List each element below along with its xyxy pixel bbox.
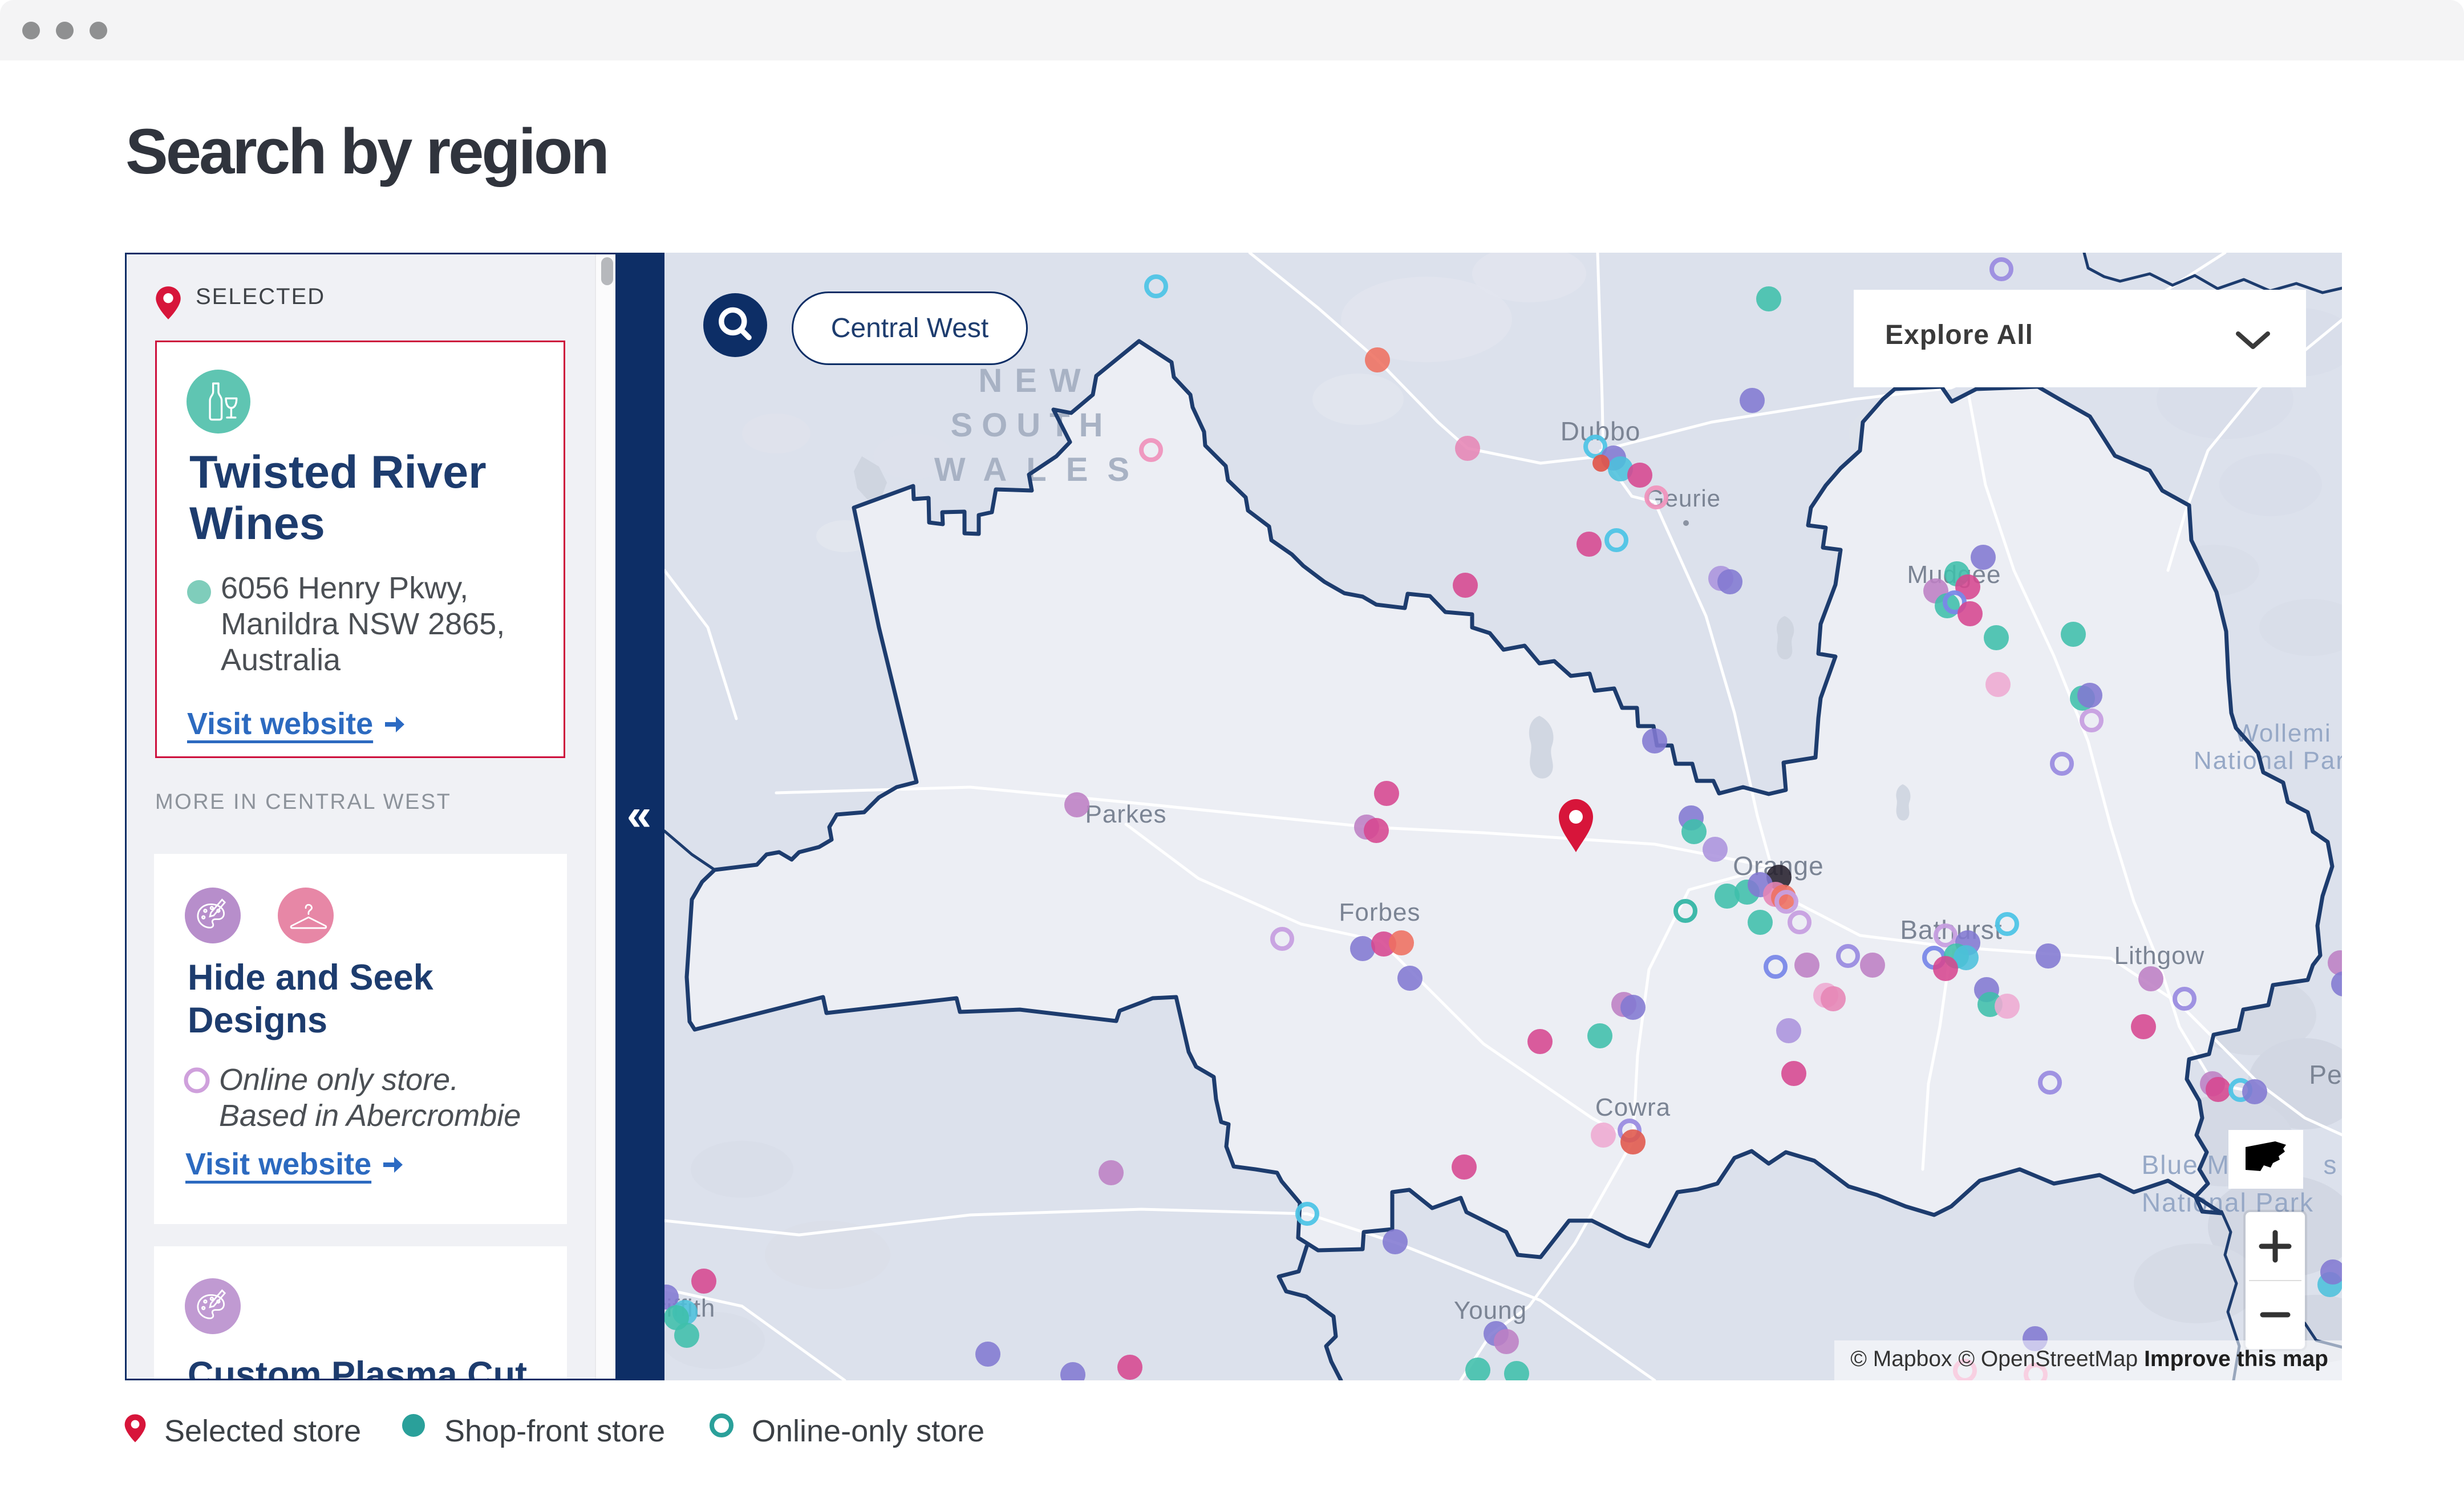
svg-text:WALES: WALES <box>934 451 1149 488</box>
svg-text:Blue Mo: Blue Mo <box>2142 1150 2246 1180</box>
svg-text:National Park: National Park <box>2194 747 2342 775</box>
svg-text:Forbes: Forbes <box>1339 898 1421 926</box>
svg-text:Lithgow: Lithgow <box>2114 942 2205 970</box>
svg-text:NEW: NEW <box>978 362 1093 399</box>
svg-text:Cowra: Cowra <box>1595 1093 1671 1121</box>
svg-text:Penr: Penr <box>2309 1060 2342 1089</box>
svg-text:Parkes: Parkes <box>1085 800 1167 828</box>
svg-text:Dubbo: Dubbo <box>1561 416 1641 446</box>
svg-text:s: s <box>2324 1150 2338 1180</box>
svg-text:Young: Young <box>1454 1297 1527 1324</box>
svg-text:SOUTH: SOUTH <box>951 407 1112 444</box>
